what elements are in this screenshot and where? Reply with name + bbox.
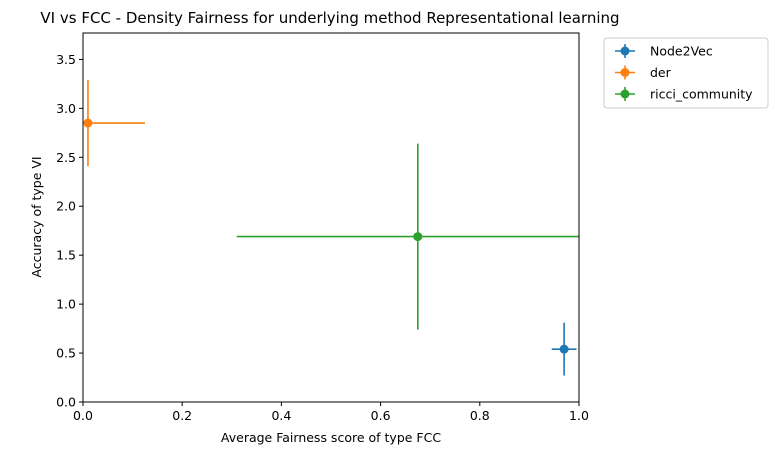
plot-frame xyxy=(82,32,580,403)
x-tick-label: 0.0 xyxy=(73,408,93,423)
legend-label: ricci_community xyxy=(650,87,753,102)
y-axis-label: Accuracy of type VI xyxy=(29,156,44,277)
x-tick-label: 1.0 xyxy=(569,408,589,423)
y-tick-label: 0.0 xyxy=(56,395,76,410)
x-axis-ticks: 0.0 0.2 0.4 0.6 0.8 1.0 xyxy=(73,402,589,423)
plot-marks xyxy=(83,79,579,376)
series-Node2Vec xyxy=(551,322,577,376)
x-axis-label: Average Fairness score of type FCC xyxy=(221,430,441,445)
x-tick-label: 0.8 xyxy=(470,408,490,423)
x-tick-label: 0.2 xyxy=(172,408,192,423)
y-tick-label: 2.0 xyxy=(56,199,76,214)
legend-marker xyxy=(620,46,630,56)
data-point xyxy=(559,344,569,354)
x-tick-label: 0.4 xyxy=(271,408,291,423)
series-der xyxy=(83,79,145,167)
legend: Node2Vec der ricci_community xyxy=(603,37,769,109)
legend-item: ricci_community xyxy=(615,87,753,102)
x-tick-label: 0.6 xyxy=(371,408,391,423)
legend-label: der xyxy=(650,65,672,80)
legend-label: Node2Vec xyxy=(650,44,713,59)
y-tick-label: 1.5 xyxy=(56,248,76,263)
data-point xyxy=(413,232,423,242)
y-axis-ticks: 0.0 0.5 1.0 1.5 2.0 2.5 3.0 3.5 xyxy=(56,52,83,410)
legend-item: Node2Vec xyxy=(615,44,713,59)
y-tick-label: 0.5 xyxy=(56,346,76,361)
chart-title: VI vs FCC - Density Fairness for underly… xyxy=(40,9,619,27)
y-tick-label: 3.5 xyxy=(56,52,76,67)
y-tick-label: 1.0 xyxy=(56,297,76,312)
series-ricci_community xyxy=(236,143,579,330)
legend-items: Node2Vec der ricci_community xyxy=(615,44,753,102)
y-tick-label: 3.0 xyxy=(56,101,76,116)
y-tick-label: 2.5 xyxy=(56,150,76,165)
legend-marker xyxy=(620,89,630,99)
legend-marker xyxy=(620,68,630,77)
legend-frame xyxy=(603,37,769,109)
legend-item: der xyxy=(615,65,672,80)
data-point xyxy=(83,118,93,128)
